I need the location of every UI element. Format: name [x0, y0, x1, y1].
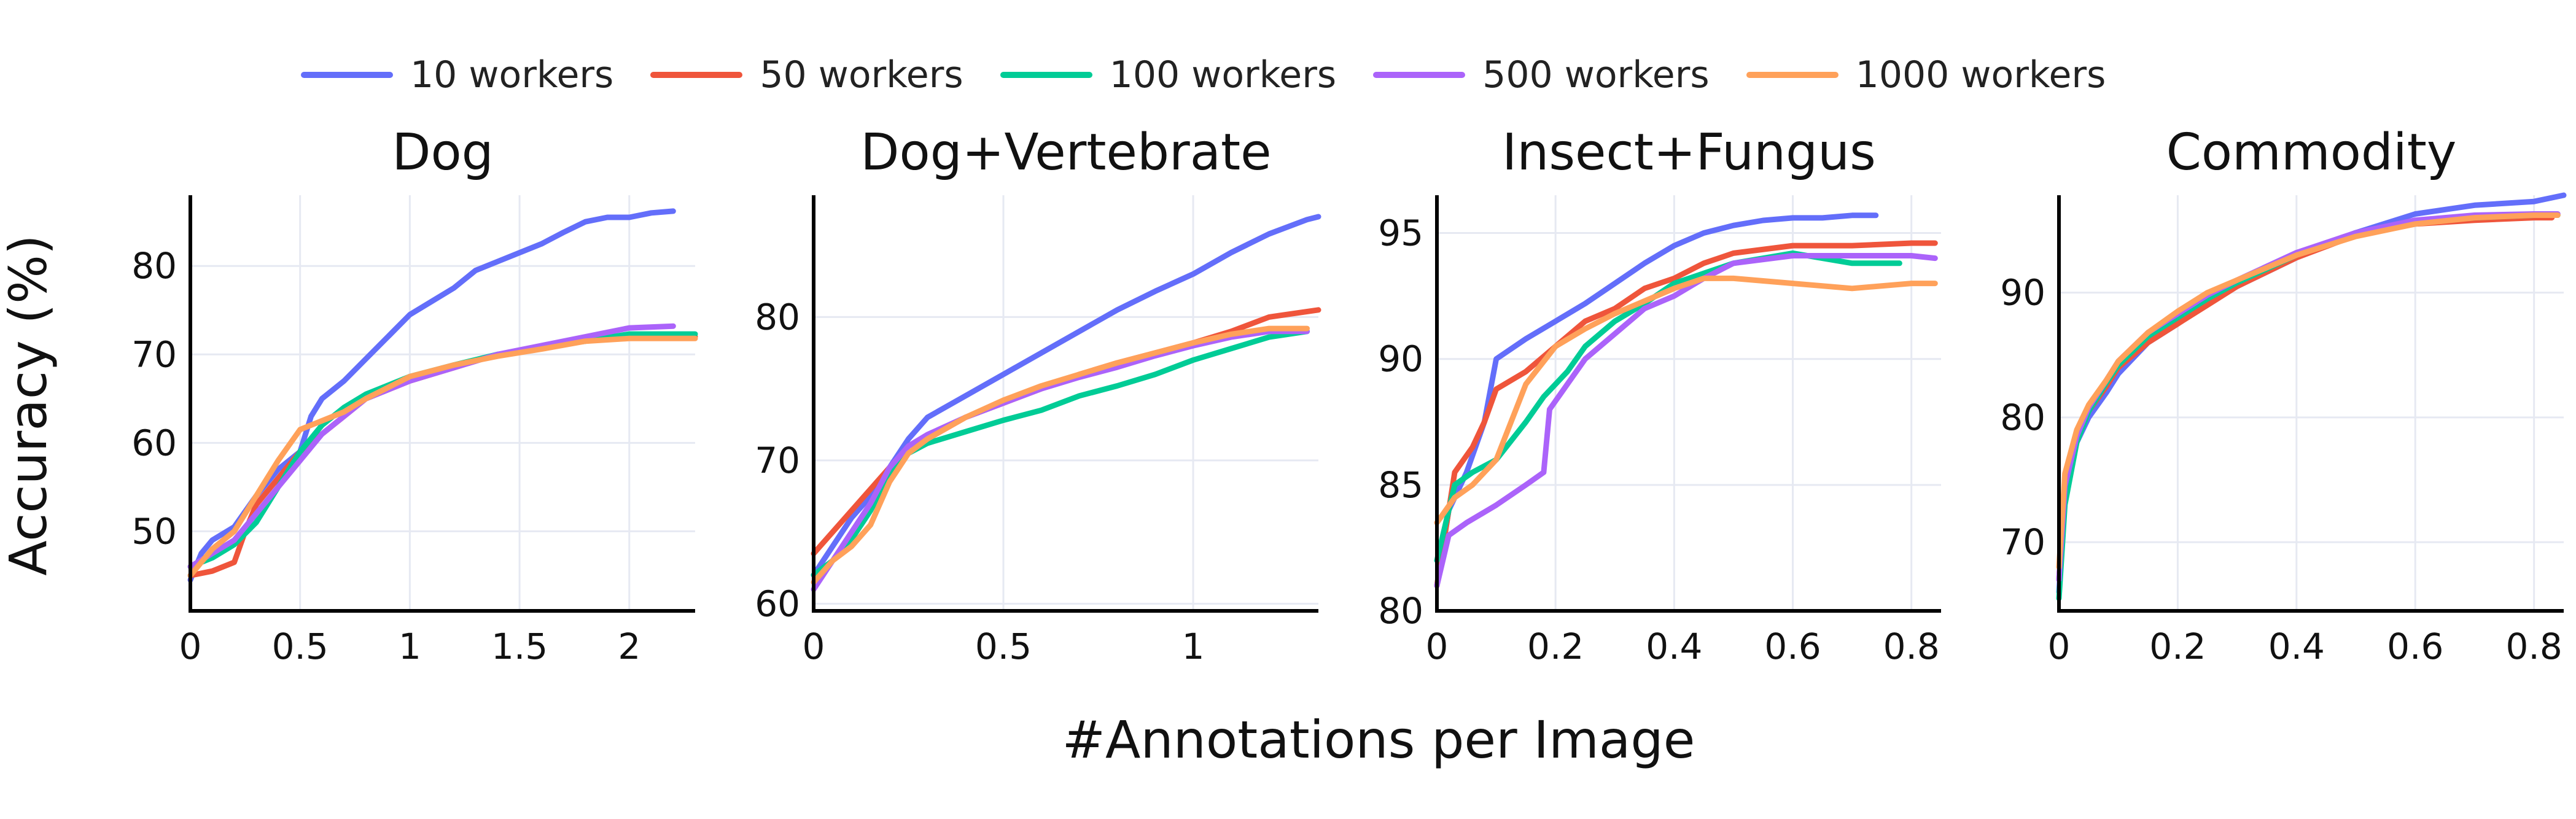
x-tick-label: 0.8 — [1883, 626, 1940, 667]
legend-item: 50 workers — [650, 53, 963, 96]
y-tick-label: 80 — [2000, 397, 2045, 438]
x-tick-label: 0.5 — [272, 626, 329, 667]
x-tick-label: 0.5 — [975, 626, 1032, 667]
x-tick-label: 1 — [1182, 626, 1205, 667]
x-tick-label: 1.5 — [491, 626, 548, 667]
series-line-1000-workers — [811, 325, 1310, 585]
series-line-100-workers — [811, 328, 1310, 578]
series-line-1000-workers — [2056, 212, 2561, 570]
y-tick-label: 80 — [755, 296, 800, 338]
y-tick-label: 80 — [131, 245, 177, 287]
x-tick-label: 0.2 — [1527, 626, 1584, 667]
x-tick-label: 0 — [803, 626, 825, 667]
legend-swatch — [1746, 72, 1839, 78]
legend-item: 10 workers — [301, 53, 613, 96]
legend-label: 500 workers — [1482, 53, 1710, 96]
y-tick-label: 70 — [755, 440, 800, 481]
series-line-50-workers — [2056, 215, 2555, 583]
y-tick-label: 90 — [2000, 272, 2045, 314]
y-tick-label: 70 — [131, 333, 177, 375]
legend-item: 100 workers — [1000, 53, 1337, 96]
legend-item: 1000 workers — [1746, 53, 2106, 96]
legend-swatch — [301, 72, 393, 78]
subplot-title: Dog+Vertebrate — [860, 123, 1271, 182]
x-tick-label: 0 — [1426, 626, 1449, 667]
subplot-1: 0 0.5 1 60 70 80 Dog+Vertebrate — [755, 123, 1321, 667]
x-tick-label: 0 — [179, 626, 202, 667]
y-tick-label: 85 — [1378, 464, 1423, 506]
y-tick-label: 80 — [1378, 590, 1423, 632]
series-line-100-workers — [2056, 212, 2561, 602]
x-tick-label: 0.4 — [1646, 626, 1702, 667]
y-tick-label: 90 — [1378, 338, 1423, 380]
series-line-10-workers — [1434, 212, 1879, 589]
x-tick-label: 2 — [618, 626, 640, 667]
x-tick-label: 0.6 — [1764, 626, 1821, 667]
legend-label: 10 workers — [410, 53, 614, 96]
x-tick-label: 0.8 — [2506, 626, 2562, 667]
legend-label: 100 workers — [1109, 53, 1337, 96]
x-tick-label: 0.6 — [2387, 626, 2443, 667]
x-axis-label: #Annotations per Image — [1062, 710, 1695, 770]
legend-item: 500 workers — [1373, 53, 1710, 96]
y-axis-label: Accuracy (%) — [0, 235, 58, 576]
subplot-0: 0 0.5 1 1.5 2 50 60 70 80 Dog — [131, 123, 698, 667]
y-tick-label: 50 — [131, 510, 177, 552]
legend-label: 50 workers — [760, 53, 963, 96]
panels: 0 0.5 1 1.5 2 50 60 70 80 Dog 0 0.5 1 60 70 80 Dog+Verte… — [131, 123, 2567, 667]
x-tick-label: 0.2 — [2149, 626, 2206, 667]
y-tick-label: 60 — [131, 422, 177, 464]
series-line-500-workers — [2056, 211, 2561, 583]
subplot-title: Commodity — [2166, 123, 2457, 182]
series-line-1000-workers — [187, 335, 698, 578]
y-tick-label: 95 — [1378, 212, 1423, 254]
legend-label: 1000 workers — [1855, 53, 2106, 96]
subplot-title: Insect+Fungus — [1502, 123, 1876, 182]
subplot-3: 0 0.2 0.4 0.6 0.8 70 80 90 Commodity — [2000, 123, 2567, 667]
series-line-50-workers — [1434, 240, 1938, 589]
subplot-2: 0 0.2 0.4 0.6 0.8 80 85 90 95 Insect+Fungus — [1378, 123, 1941, 667]
y-tick-label: 60 — [755, 583, 800, 624]
x-tick-label: 0.4 — [2268, 626, 2325, 667]
legend-swatch — [1000, 72, 1092, 78]
subplot-title: Dog — [392, 123, 493, 182]
y-tick-label: 70 — [2000, 521, 2045, 563]
x-tick-label: 0 — [2048, 626, 2071, 667]
legend-swatch — [1373, 72, 1466, 78]
legend: 10 workers 50 workers 100 workers 500 worke… — [301, 50, 2142, 99]
legend-swatch — [650, 72, 743, 78]
series-line-1000-workers — [1434, 275, 1938, 526]
series-line-500-workers — [1434, 253, 1938, 589]
x-tick-label: 1 — [399, 626, 421, 667]
series-line-10-workers — [811, 214, 1321, 578]
